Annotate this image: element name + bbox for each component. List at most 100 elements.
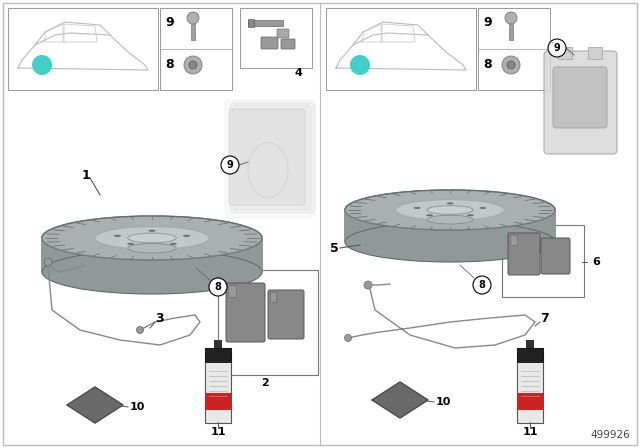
Polygon shape: [480, 191, 486, 223]
Bar: [326, 8, 476, 90]
Bar: [214, 340, 222, 348]
Polygon shape: [519, 195, 524, 228]
Polygon shape: [349, 204, 350, 237]
FancyBboxPatch shape: [541, 238, 570, 274]
Bar: [517, 393, 543, 407]
Ellipse shape: [480, 207, 486, 208]
Polygon shape: [228, 222, 233, 257]
FancyBboxPatch shape: [230, 103, 315, 213]
Polygon shape: [233, 223, 237, 258]
Polygon shape: [120, 217, 126, 251]
Bar: [526, 340, 534, 348]
Polygon shape: [67, 387, 123, 423]
Polygon shape: [200, 218, 205, 253]
Polygon shape: [394, 193, 399, 225]
Polygon shape: [247, 227, 250, 262]
Polygon shape: [377, 195, 381, 228]
Polygon shape: [538, 199, 540, 232]
Bar: [248, 19, 254, 27]
Text: 8: 8: [214, 282, 221, 292]
Polygon shape: [260, 234, 261, 270]
Ellipse shape: [95, 227, 209, 250]
Polygon shape: [57, 226, 60, 261]
Bar: [205, 407, 231, 410]
Polygon shape: [259, 233, 260, 268]
Bar: [228, 285, 236, 297]
Circle shape: [184, 56, 202, 74]
Circle shape: [350, 55, 370, 75]
Ellipse shape: [170, 243, 177, 245]
Text: 9: 9: [554, 43, 561, 53]
Text: 9: 9: [165, 16, 173, 29]
Polygon shape: [470, 190, 475, 223]
Ellipse shape: [42, 250, 262, 294]
Circle shape: [364, 281, 372, 289]
Polygon shape: [49, 229, 52, 264]
Bar: [517, 407, 543, 410]
Polygon shape: [447, 190, 452, 222]
Polygon shape: [71, 222, 76, 257]
Polygon shape: [54, 227, 57, 262]
Polygon shape: [496, 192, 501, 224]
Text: 11: 11: [522, 427, 538, 437]
Circle shape: [344, 335, 351, 341]
Polygon shape: [47, 230, 49, 265]
Polygon shape: [550, 204, 551, 237]
Polygon shape: [138, 216, 143, 250]
Polygon shape: [161, 216, 166, 250]
Polygon shape: [64, 224, 67, 259]
Polygon shape: [464, 190, 470, 222]
Polygon shape: [414, 191, 420, 223]
Polygon shape: [425, 190, 431, 223]
Polygon shape: [189, 217, 195, 252]
Polygon shape: [409, 191, 414, 224]
Ellipse shape: [427, 215, 433, 216]
Bar: [218, 270, 318, 375]
Polygon shape: [352, 202, 355, 235]
Polygon shape: [510, 194, 515, 226]
Polygon shape: [126, 216, 132, 250]
Bar: [8, 8, 158, 90]
Polygon shape: [527, 196, 531, 229]
Polygon shape: [104, 218, 109, 252]
Circle shape: [502, 56, 520, 74]
Polygon shape: [109, 217, 115, 252]
Circle shape: [187, 12, 199, 24]
Polygon shape: [348, 205, 349, 238]
Ellipse shape: [149, 230, 155, 231]
Circle shape: [505, 12, 517, 24]
Circle shape: [189, 61, 197, 69]
Polygon shape: [237, 224, 240, 259]
Bar: [502, 225, 584, 297]
Ellipse shape: [184, 235, 189, 237]
Polygon shape: [44, 233, 45, 268]
Text: 11: 11: [211, 427, 226, 437]
Polygon shape: [355, 201, 357, 234]
Polygon shape: [486, 191, 491, 224]
Polygon shape: [60, 225, 64, 260]
Ellipse shape: [396, 200, 504, 220]
Bar: [248, 20, 283, 26]
Polygon shape: [534, 198, 538, 231]
Polygon shape: [442, 190, 447, 222]
Polygon shape: [390, 193, 394, 226]
Polygon shape: [155, 216, 161, 250]
Polygon shape: [458, 190, 464, 222]
Bar: [160, 8, 232, 90]
Circle shape: [136, 327, 143, 333]
Polygon shape: [258, 232, 259, 267]
Polygon shape: [172, 216, 178, 250]
Polygon shape: [205, 219, 211, 254]
Polygon shape: [255, 230, 257, 265]
Polygon shape: [524, 196, 527, 228]
Ellipse shape: [447, 203, 453, 204]
Polygon shape: [357, 200, 360, 233]
Polygon shape: [346, 206, 348, 239]
Polygon shape: [452, 190, 458, 222]
Ellipse shape: [414, 207, 420, 208]
Bar: [510, 235, 517, 245]
Polygon shape: [79, 221, 84, 255]
Polygon shape: [491, 192, 496, 224]
Polygon shape: [52, 228, 54, 263]
Ellipse shape: [127, 243, 134, 245]
